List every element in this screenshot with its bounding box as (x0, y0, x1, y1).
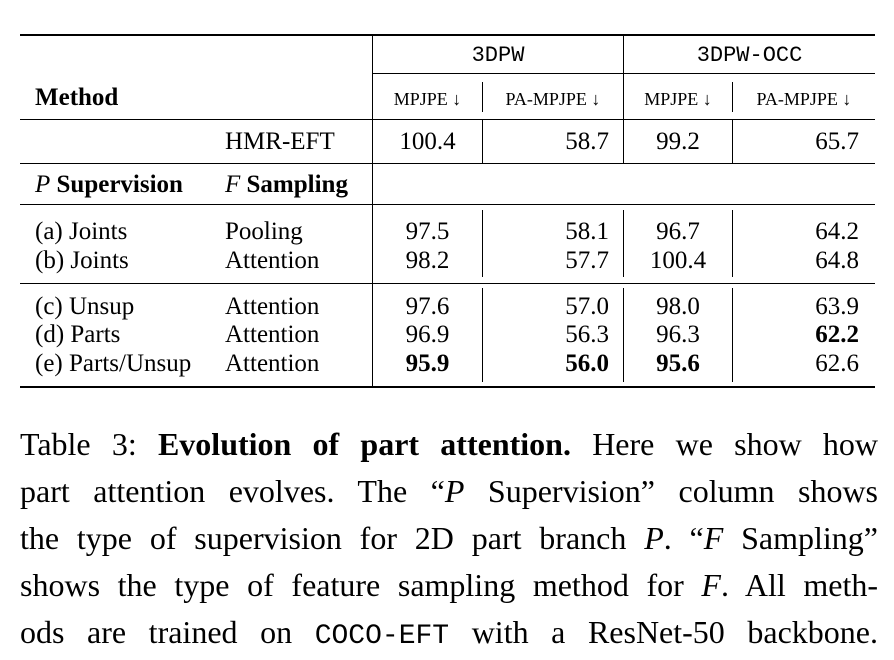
row-sampling: Attention (225, 350, 320, 377)
vrule-g1-3 (732, 210, 733, 277)
f-label: Sampling (240, 171, 348, 198)
caption-line-5: ods are trained on COCO-EFT with a ResNe… (20, 609, 878, 660)
results-table: 3DPW 3DPW-OCC Method MPJPE ↓ PA-MPJPE ↓ … (20, 24, 875, 389)
row-val-3: 98.0 (656, 293, 700, 320)
f-symbol: F (225, 171, 241, 198)
caption-text: ods are trained on (20, 614, 315, 650)
caption-line-2: part attention evolves. The “P Supervisi… (20, 468, 878, 515)
row-val-4: 63.9 (815, 293, 859, 320)
caption-label: Table 3: (20, 426, 158, 462)
row-val-4-best: 62.2 (815, 321, 859, 348)
baseline-val-4: 65.7 (815, 128, 859, 155)
row-val-2: 56.3 (565, 321, 609, 348)
caption-symbol: F (703, 520, 724, 556)
baseline-name: HMR-EFT (225, 128, 335, 155)
row-val-4: 64.2 (815, 218, 859, 245)
section-header-bottom-rule (20, 204, 875, 205)
caption-title: Evolution of part attention. (157, 426, 571, 462)
caption-symbol: P (644, 520, 664, 556)
group-underline-3dpw-occ (624, 73, 875, 74)
caption-text: . All meth- (720, 567, 879, 603)
group-underline-3dpw (373, 73, 623, 74)
row-val-2: 57.0 (565, 293, 609, 320)
row-supervision: (c) Unsup (35, 293, 135, 320)
row-val-1: 96.9 (405, 321, 450, 348)
baseline-val-1: 100.4 (399, 128, 456, 155)
row-supervision: (a) Joints (35, 218, 128, 245)
group-header-3dpw-occ: 3DPW-OCC (696, 43, 803, 68)
row-val-1-best: 95.9 (405, 350, 450, 377)
row-val-3: 96.7 (656, 218, 700, 245)
bottom-rule (20, 386, 875, 388)
row-sampling: Attention (225, 293, 320, 320)
caption-line-3: the type of supervision for 2D part bran… (20, 515, 878, 562)
subcol-mpjpe-occ: MPJPE ↓ (644, 89, 712, 109)
vrule-baseline-1 (482, 120, 483, 163)
vrule-subhdr-3 (732, 82, 733, 112)
top-rule (20, 34, 875, 36)
row-sampling: Pooling (225, 218, 303, 245)
vrule-g2-2 (623, 288, 624, 382)
row-val-3: 96.3 (656, 321, 700, 348)
row-val-3-best: 95.6 (656, 350, 700, 377)
p-symbol: P (35, 171, 51, 198)
subcol-pampjpe-occ: PA-MPJPE ↓ (756, 89, 852, 109)
baseline-val-3: 99.2 (656, 128, 700, 155)
caption-text: part attention evolves. The “ (20, 473, 445, 509)
header-bottom-rule (20, 119, 875, 120)
caption-line-1: Table 3: Evolution of part attention. He… (20, 421, 878, 468)
vrule-baseline-2 (623, 120, 624, 163)
subcol-pampjpe-3dpw: PA-MPJPE ↓ (505, 89, 601, 109)
vrule-subhdr-1 (482, 82, 483, 112)
caption-text: . “ (663, 520, 704, 556)
caption-line-4: shows the type of feature sampling metho… (20, 562, 878, 609)
method-header: Method (35, 84, 119, 111)
p-label: Supervision (50, 171, 183, 198)
p-supervision-header: P Supervision (35, 172, 183, 197)
caption-text: Sampling” (723, 520, 879, 556)
group-header-3dpw: 3DPW (471, 43, 525, 68)
vrule-group (623, 36, 624, 119)
vrule-method (372, 36, 373, 387)
f-sampling-header: F Sampling (225, 172, 348, 197)
row-val-4: 64.8 (815, 247, 859, 274)
caption-text: Supervision” column shows (464, 473, 879, 509)
row-sampling: Attention (225, 247, 320, 274)
row-val-1: 98.2 (405, 247, 450, 274)
row-supervision: (b) Joints (35, 247, 129, 274)
row-val-4: 62.6 (815, 350, 859, 377)
row-supervision: (d) Parts (35, 321, 121, 348)
row-sampling: Attention (225, 321, 320, 348)
row-val-2: 58.1 (565, 218, 609, 245)
vrule-g2-1 (482, 288, 483, 382)
vrule-baseline-3 (732, 120, 733, 163)
vrule-g2-3 (732, 288, 733, 382)
baseline-bottom-rule (20, 163, 875, 164)
subcol-mpjpe-3dpw: MPJPE ↓ (393, 89, 462, 109)
group1-bottom-rule (20, 283, 875, 284)
vrule-g1-2 (623, 210, 624, 277)
caption-dataset: COCO-EFT (314, 621, 450, 652)
row-val-1: 97.5 (405, 218, 450, 245)
baseline-val-2: 58.7 (565, 128, 609, 155)
vrule-g1-1 (482, 210, 483, 277)
caption-text: Here we show how (570, 426, 879, 462)
caption-text: shows the type of feature sampling metho… (20, 567, 702, 603)
caption-symbol: P (444, 473, 465, 509)
caption-text: the type of supervision for 2D part bran… (20, 520, 645, 556)
caption-text: with a ResNet-50 backbone. (449, 614, 878, 650)
row-val-2: 57.7 (565, 247, 609, 274)
table-caption: Table 3: Evolution of part attention. He… (20, 421, 878, 660)
row-val-1: 97.6 (405, 293, 450, 320)
row-val-3: 100.4 (649, 247, 707, 274)
row-val-2-best: 56.0 (565, 350, 609, 377)
row-supervision: (e) Parts/Unsup (35, 350, 192, 377)
caption-symbol: F (701, 567, 721, 603)
